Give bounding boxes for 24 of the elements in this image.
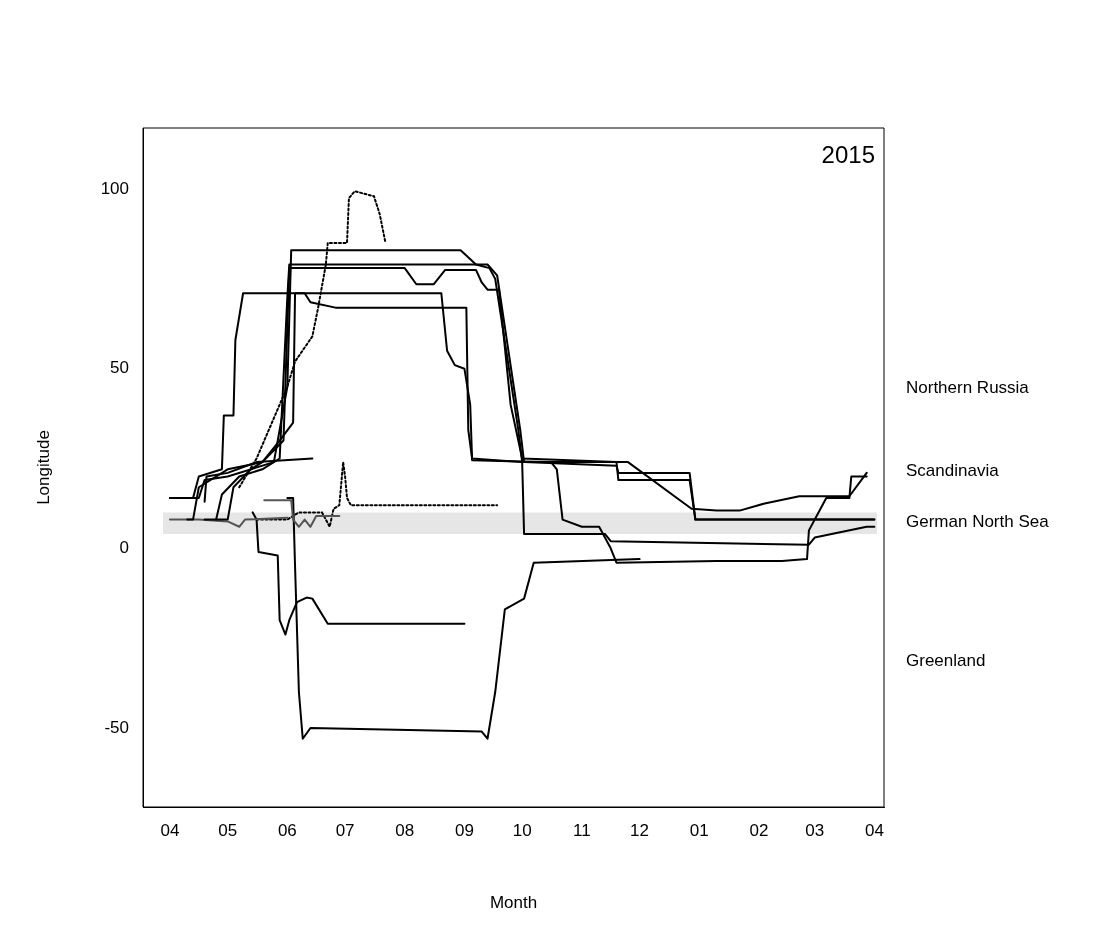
x-tick-label: 06 [277, 820, 297, 840]
y-tick-label: 0 [119, 538, 129, 558]
x-tick-label: 04 [160, 820, 180, 840]
text: Greenland [906, 651, 986, 671]
y-tick-label: 100 [100, 178, 129, 198]
x-tick-label: 07 [335, 820, 355, 840]
x-tick-label: 09 [454, 820, 474, 840]
x-tick-label: 12 [630, 820, 650, 840]
x-tick-label: 03 [805, 820, 825, 840]
x-tick-label: 01 [689, 820, 709, 840]
y-axis-title: Longitude [33, 430, 53, 505]
x-tick-label: 02 [749, 820, 769, 840]
x-tick-label: 05 [218, 820, 238, 840]
x-tick-label: 11 [573, 820, 591, 840]
x-tick-label: 08 [395, 820, 415, 840]
y-tick-label: -50 [104, 717, 129, 737]
x-axis-title: Month [489, 893, 538, 913]
annotation: 2015 [821, 140, 875, 168]
x-tick-label: 04 [864, 820, 884, 840]
x-tick-label: 10 [512, 820, 532, 840]
text: Scandinavia [906, 461, 1000, 481]
text: Northern Russia [906, 378, 1030, 398]
text: German North Sea [906, 512, 1050, 532]
y-tick-label: 50 [110, 358, 129, 378]
